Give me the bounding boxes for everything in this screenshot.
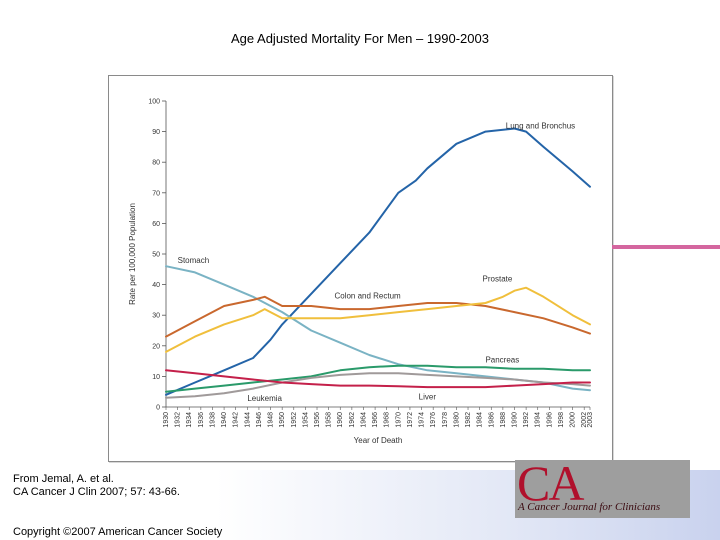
series-line-stomach bbox=[165, 265, 591, 392]
copyright-text: Copyright ©2007 American Cancer Society bbox=[13, 526, 223, 538]
series-label-lung-and-bronchus: Lung and Bronchus bbox=[506, 122, 575, 131]
x-tick-label: 1986 bbox=[488, 412, 495, 428]
y-axis-title: Rate per 100,000 Population bbox=[128, 203, 137, 305]
series-label-prostate: Prostate bbox=[483, 275, 513, 284]
x-tick-label: 1966 bbox=[372, 412, 379, 428]
x-tick-label: 1990 bbox=[511, 412, 518, 428]
citation-line-2: CA Cancer J Clin 2007; 57: 43-66. bbox=[13, 486, 180, 498]
citation-line-1: From Jemal, A. et al. bbox=[13, 473, 114, 485]
series-label-pancreas: Pancreas bbox=[485, 356, 519, 365]
y-tick-label: 70 bbox=[152, 190, 160, 197]
pink-divider-rule bbox=[612, 245, 720, 249]
series-line-liver bbox=[165, 372, 591, 399]
journal-logo: CA A Cancer Journal for Clinicians bbox=[515, 460, 690, 518]
x-tick-label: 1938 bbox=[209, 412, 216, 428]
x-tick-label: 1968 bbox=[384, 412, 391, 428]
series-line-leukemia bbox=[165, 369, 591, 389]
series-line-pancreas bbox=[165, 364, 591, 393]
x-tick-label: 1970 bbox=[395, 412, 402, 428]
x-tick-label: 1954 bbox=[302, 412, 309, 428]
x-tick-label: 1934 bbox=[186, 412, 193, 428]
y-tick-label: 80 bbox=[152, 160, 160, 167]
x-tick-label: 2000 bbox=[570, 412, 577, 428]
x-tick-label: 1960 bbox=[337, 412, 344, 428]
series-label-stomach: Stomach bbox=[178, 256, 210, 265]
x-tick-label: 1930 bbox=[163, 412, 170, 428]
x-tick-label: 1946 bbox=[256, 412, 263, 428]
y-tick-label: 10 bbox=[152, 374, 160, 381]
y-tick-label: 0 bbox=[156, 405, 160, 412]
y-tick-label: 20 bbox=[152, 343, 160, 350]
x-tick-label: 1950 bbox=[279, 412, 286, 428]
x-tick-label: 1952 bbox=[291, 412, 298, 428]
x-tick-label: 1944 bbox=[244, 412, 251, 428]
x-tick-label: 1948 bbox=[268, 412, 275, 428]
chart-frame: 0 10 20 30 40 50 60 70 80 90 100 1930 1932 1934 1936 19… bbox=[108, 75, 613, 462]
x-tick-label: 1940 bbox=[221, 412, 228, 428]
y-tick-label: 40 bbox=[152, 282, 160, 289]
chart-axes: 0 10 20 30 40 50 60 70 80 90 100 1930 1932 1934 1936 19… bbox=[128, 99, 594, 446]
series-line-prostate bbox=[165, 286, 591, 353]
x-tick-label: 1980 bbox=[453, 412, 460, 428]
citation: From Jemal, A. et al. CA Cancer J Clin 2… bbox=[13, 473, 180, 499]
y-tick-label: 60 bbox=[152, 221, 160, 228]
x-tick-label: 1982 bbox=[465, 412, 472, 428]
chart-annotations: Lung and Bronchus Stomach Prostate Colon an… bbox=[178, 122, 576, 403]
x-tick-label: 1942 bbox=[233, 412, 240, 428]
x-tick-label: 1962 bbox=[349, 412, 356, 428]
x-tick-label: 1996 bbox=[546, 412, 553, 428]
y-tick-label: 50 bbox=[152, 252, 160, 259]
series-label-liver: Liver bbox=[419, 392, 437, 401]
slide-title: Age Adjusted Mortality For Men – 1990-20… bbox=[231, 31, 489, 46]
x-tick-label: 1964 bbox=[360, 412, 367, 428]
x-tick-label: 1958 bbox=[326, 412, 333, 428]
logo-ca-mark: CA bbox=[517, 460, 584, 511]
y-tick-label: 30 bbox=[152, 313, 160, 320]
x-tick-label: 1978 bbox=[442, 412, 449, 428]
logo-subtitle: A Cancer Journal for Clinicians bbox=[518, 501, 661, 513]
x-tick-label: 1956 bbox=[314, 412, 321, 428]
series-line-colon-and-rectum bbox=[165, 295, 591, 338]
x-axis-title: Year of Death bbox=[354, 436, 403, 445]
x-tick-label: 2002 bbox=[581, 412, 588, 428]
x-tick-label: 1984 bbox=[477, 412, 484, 428]
x-tick-label: 1932 bbox=[175, 412, 182, 428]
x-tick-label: 1994 bbox=[535, 412, 542, 428]
x-tick-label: 1998 bbox=[558, 412, 565, 428]
x-tick-label: 1976 bbox=[430, 412, 437, 428]
mortality-line-chart: 0 10 20 30 40 50 60 70 80 90 100 1930 1932 1934 1936 19… bbox=[128, 99, 594, 446]
x-tick-label: 1988 bbox=[500, 412, 507, 428]
x-tick-label: 1972 bbox=[407, 412, 414, 428]
series-label-leukemia: Leukemia bbox=[247, 394, 282, 403]
y-tick-label: 90 bbox=[152, 129, 160, 136]
x-tick-label: 1974 bbox=[419, 412, 426, 428]
x-tick-label: 2003 bbox=[587, 412, 594, 428]
series-line-lung-and-bronchus bbox=[165, 127, 591, 396]
y-tick-label: 100 bbox=[148, 99, 160, 106]
x-tick-label: 1992 bbox=[523, 412, 530, 428]
series-label-colon-and-rectum: Colon and Rectum bbox=[334, 291, 401, 300]
chart-series bbox=[165, 127, 591, 399]
x-tick-label: 1936 bbox=[198, 412, 205, 428]
